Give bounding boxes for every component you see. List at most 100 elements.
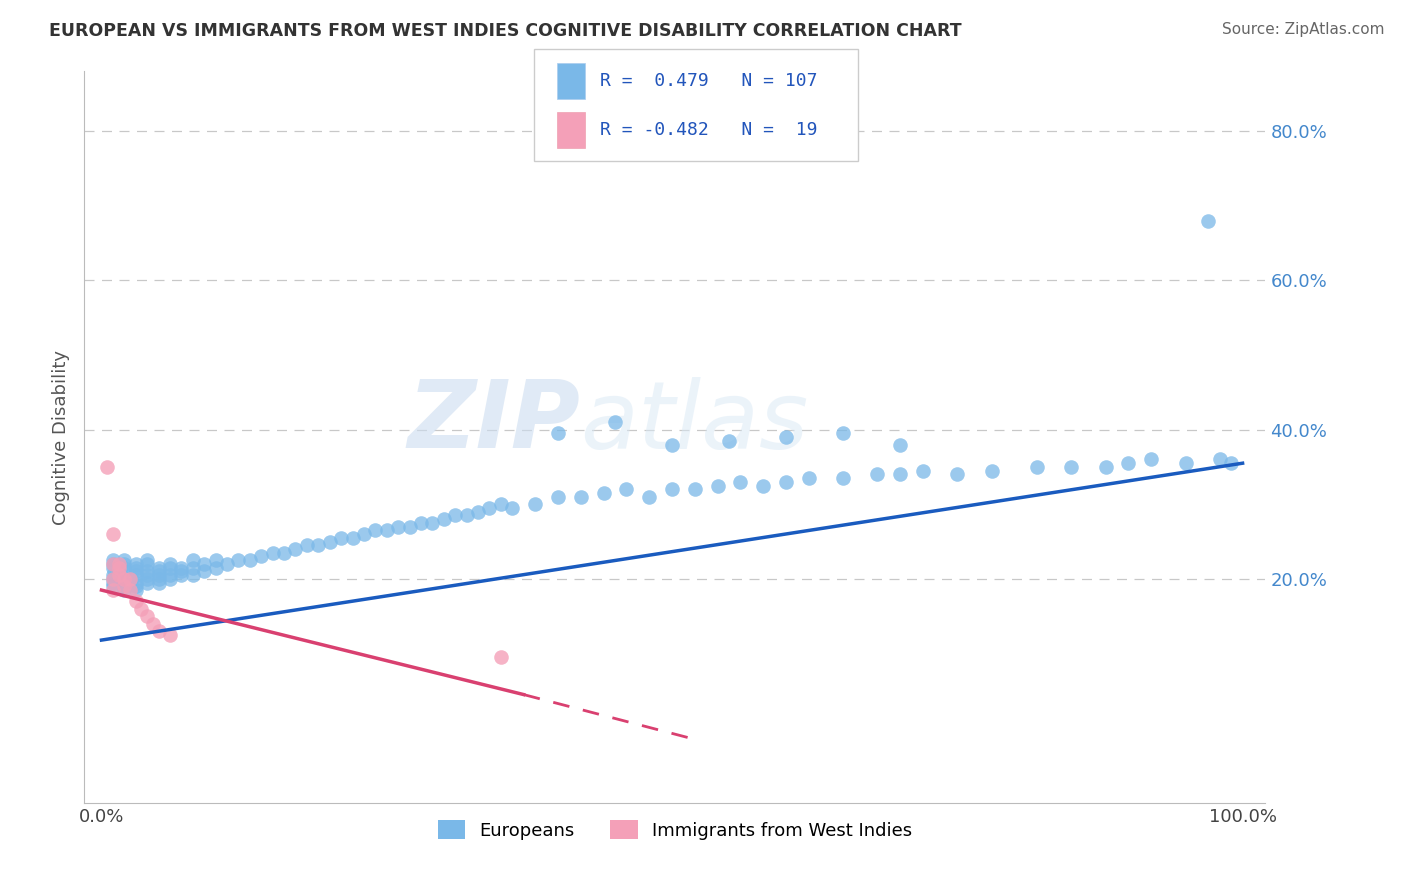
Point (125, 579, 148, 593)
Point (101, 568, 124, 582)
Point (250, 549, 273, 564)
Point (1140, 452, 1163, 467)
Point (101, 575, 124, 590)
Point (118, 583, 141, 598)
Point (107, 568, 129, 582)
Point (136, 565, 159, 579)
Legend: Europeans, Immigrants from West Indies: Europeans, Immigrants from West Indies (429, 811, 921, 848)
Point (159, 628, 181, 642)
Text: R = -0.482   N =  19: R = -0.482 N = 19 (600, 121, 818, 139)
Point (422, 516, 444, 530)
Point (204, 560, 226, 574)
Point (832, 426, 855, 441)
Point (603, 415, 626, 429)
Point (112, 583, 135, 598)
Point (112, 579, 135, 593)
Point (181, 568, 204, 582)
Point (342, 531, 364, 545)
Point (112, 575, 135, 590)
Point (148, 572, 170, 586)
Point (112, 572, 135, 586)
Point (112, 560, 135, 574)
Point (159, 560, 181, 574)
Point (295, 538, 318, 552)
Point (1060, 459, 1083, 474)
Point (136, 553, 159, 567)
Point (661, 437, 683, 451)
Point (131, 601, 153, 615)
Point (181, 553, 204, 567)
Point (569, 490, 592, 504)
Point (730, 475, 752, 489)
Point (616, 483, 638, 497)
Point (866, 467, 889, 482)
Y-axis label: Cognitive Disability: Cognitive Disability (52, 350, 70, 524)
Point (125, 560, 148, 574)
Point (775, 475, 797, 489)
Point (433, 512, 456, 526)
Point (501, 500, 523, 515)
Point (467, 505, 489, 519)
Point (330, 531, 353, 545)
Point (112, 579, 135, 593)
Point (889, 437, 911, 451)
Point (478, 500, 501, 515)
Point (136, 572, 159, 586)
Point (112, 565, 135, 579)
Point (547, 426, 569, 441)
Point (101, 572, 124, 586)
Point (683, 483, 706, 497)
Point (638, 490, 661, 504)
Point (889, 467, 911, 482)
Point (125, 575, 148, 590)
Point (661, 483, 683, 497)
Point (181, 560, 204, 574)
Point (752, 478, 775, 492)
Point (273, 546, 295, 560)
Point (284, 542, 307, 557)
Point (101, 557, 124, 571)
Point (159, 557, 181, 571)
Point (136, 575, 159, 590)
Point (489, 497, 512, 511)
Point (118, 572, 141, 586)
Point (353, 527, 375, 541)
Point (1209, 452, 1232, 467)
Text: R =  0.479   N = 107: R = 0.479 N = 107 (600, 72, 818, 90)
Point (136, 568, 159, 582)
Point (159, 572, 181, 586)
Point (142, 616, 165, 631)
Point (1026, 459, 1049, 474)
Point (797, 471, 820, 485)
Point (832, 471, 855, 485)
Text: Source: ZipAtlas.com: Source: ZipAtlas.com (1222, 22, 1385, 37)
Text: EUROPEAN VS IMMIGRANTS FROM WEST INDIES COGNITIVE DISABILITY CORRELATION CHART: EUROPEAN VS IMMIGRANTS FROM WEST INDIES … (49, 22, 962, 40)
Point (112, 553, 135, 567)
Point (136, 557, 159, 571)
Point (1094, 459, 1116, 474)
Point (125, 568, 148, 582)
Point (409, 516, 432, 530)
Point (775, 430, 797, 444)
Text: ZIP: ZIP (408, 376, 581, 468)
Point (239, 553, 262, 567)
Point (107, 560, 129, 574)
Text: atlas: atlas (581, 377, 808, 468)
Point (215, 557, 238, 571)
Point (706, 478, 728, 492)
Point (112, 572, 135, 586)
Point (912, 464, 935, 478)
Point (148, 568, 170, 582)
Point (444, 508, 467, 523)
Point (262, 546, 284, 560)
Point (228, 553, 250, 567)
Point (489, 650, 512, 665)
Point (718, 434, 741, 448)
Point (107, 557, 129, 571)
Point (946, 467, 969, 482)
Point (1174, 456, 1197, 470)
Point (307, 538, 329, 552)
Point (101, 557, 124, 571)
Point (398, 519, 420, 533)
Point (112, 557, 135, 571)
